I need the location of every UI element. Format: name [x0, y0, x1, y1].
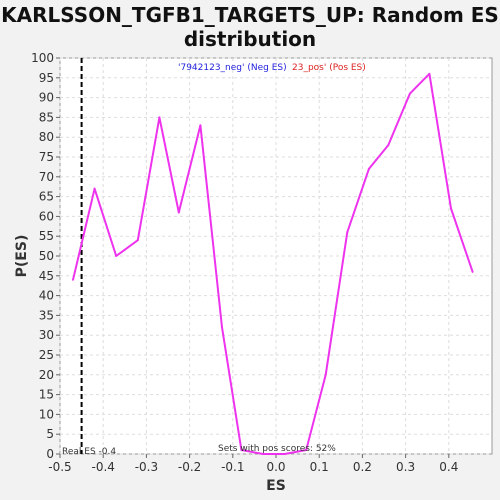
y-tick-label: 55: [39, 229, 54, 243]
x-tick-label: -0.2: [178, 460, 201, 474]
x-tick-label: 0.0: [266, 460, 285, 474]
x-tick-label: 0.3: [396, 460, 415, 474]
data-points: [71, 72, 474, 455]
data-point: [115, 255, 118, 257]
y-tick-label: 35: [39, 308, 54, 322]
data-point: [93, 187, 96, 190]
y-tick-label: 90: [39, 91, 54, 105]
y-tick-label: 0: [46, 447, 54, 461]
data-point: [346, 231, 349, 234]
y-axis-label: P(ES): [14, 235, 30, 278]
data-point: [449, 207, 452, 210]
x-tick-label: -0.4: [91, 460, 114, 474]
data-point: [136, 239, 139, 242]
data-point: [177, 211, 180, 214]
grid: [59, 57, 492, 455]
x-tick-label: 0.4: [439, 460, 458, 474]
pos-scores-label: Sets with pos scores: 52%: [218, 444, 336, 454]
data-point: [240, 449, 243, 452]
data-point: [471, 270, 474, 273]
y-tick-label: 45: [39, 269, 54, 283]
y-tick-label: 15: [39, 388, 54, 402]
data-point: [305, 449, 308, 452]
y-tick-label: 95: [39, 71, 54, 85]
data-point: [71, 278, 74, 281]
data-point: [428, 72, 431, 75]
real-es-label: Real ES -0.4: [62, 447, 116, 457]
data-point: [221, 326, 223, 329]
y-tick-label: 30: [39, 328, 54, 342]
y-tick-label: 40: [39, 289, 54, 303]
data-point: [324, 373, 327, 376]
y-tick-label: 65: [39, 190, 54, 204]
x-tick-label: 0.2: [353, 460, 372, 474]
data-point: [387, 144, 390, 147]
x-tick-label: -0.5: [48, 460, 71, 474]
y-tick-label: 75: [39, 150, 54, 164]
y-tick-label: 5: [46, 427, 54, 441]
x-tick-label: -0.3: [135, 460, 158, 474]
x-axis-label: ES: [266, 478, 286, 494]
neg-es-label: '7942123_neg' (Neg ES): [178, 63, 287, 73]
y-tick-label: 50: [39, 249, 54, 263]
y-tick-label: 25: [39, 348, 54, 362]
chart-title-line-1: KARLSSON_TGFB1_TARGETS_UP: Random ES: [1, 3, 499, 27]
data-point: [158, 116, 161, 119]
y-tick-label: 70: [39, 170, 54, 184]
series-line: [72, 72, 474, 455]
y-tick-label: 85: [39, 110, 54, 124]
x-tick-label: 0.1: [310, 460, 329, 474]
x-tick-label: -0.1: [221, 460, 244, 474]
y-tick-label: 20: [39, 368, 54, 382]
y-tick-label: 80: [39, 130, 54, 144]
chart-title-line-2: distribution: [183, 27, 317, 51]
data-point: [408, 92, 411, 95]
data-point: [199, 124, 202, 127]
y-tick-label: 100: [31, 51, 54, 65]
y-tick-label: 10: [39, 407, 54, 421]
y-tick-label: 60: [39, 209, 54, 223]
data-point: [262, 453, 265, 455]
pos-es-label: 23_pos' (Pos ES): [292, 63, 366, 73]
axes: 0 5 10 15 20 25 30 35 40 45 50 55 60 65 70 75 80 85 90 95 10…: [31, 51, 458, 474]
data-point: [367, 167, 370, 170]
data-point: [283, 453, 286, 455]
